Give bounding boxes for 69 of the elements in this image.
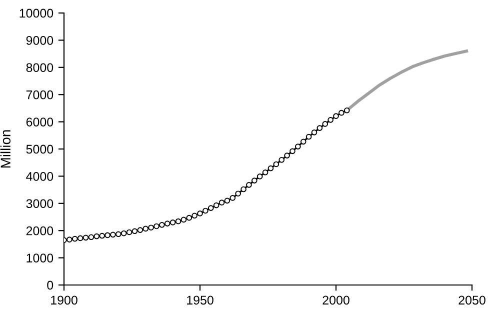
point bbox=[300, 138, 306, 145]
point bbox=[278, 156, 285, 163]
y-tick-label: 5000 bbox=[26, 144, 54, 154]
point bbox=[180, 216, 187, 223]
point bbox=[273, 161, 280, 168]
point bbox=[94, 233, 100, 240]
point bbox=[284, 152, 290, 158]
point bbox=[268, 165, 274, 172]
y-tick-label: 2000 bbox=[26, 226, 54, 236]
point bbox=[251, 178, 258, 184]
x-tick-label: 2000 bbox=[322, 296, 350, 305]
point bbox=[311, 129, 318, 136]
point bbox=[192, 212, 198, 219]
point bbox=[316, 125, 323, 131]
point bbox=[148, 224, 154, 231]
point bbox=[82, 234, 89, 241]
y-tick-label: 0 bbox=[47, 280, 54, 290]
point bbox=[115, 231, 122, 238]
point bbox=[175, 218, 182, 224]
point bbox=[338, 110, 344, 116]
point bbox=[235, 190, 241, 197]
point bbox=[170, 220, 176, 226]
point bbox=[230, 195, 236, 201]
x-tick-label: 2050 bbox=[458, 296, 486, 305]
point bbox=[142, 226, 149, 232]
point bbox=[77, 235, 84, 242]
y-tick-label: 10000 bbox=[20, 8, 54, 18]
x-tick-label: 1950 bbox=[187, 296, 214, 305]
point bbox=[137, 227, 144, 233]
point bbox=[262, 169, 268, 176]
point bbox=[290, 148, 296, 154]
point bbox=[218, 200, 225, 206]
point bbox=[306, 134, 312, 140]
line-series bbox=[345, 50, 468, 112]
point bbox=[110, 232, 116, 238]
point bbox=[120, 230, 127, 236]
point bbox=[104, 232, 110, 238]
point bbox=[213, 202, 220, 208]
point bbox=[159, 222, 165, 228]
y-tick-label: 6000 bbox=[26, 118, 54, 126]
y-tick-label: 9000 bbox=[26, 36, 54, 45]
point bbox=[328, 116, 334, 123]
point bbox=[197, 210, 203, 216]
point bbox=[224, 198, 230, 204]
y-tick-label: 4000 bbox=[26, 172, 54, 181]
point bbox=[322, 121, 328, 127]
point bbox=[88, 234, 94, 240]
y-tick-label: 8000 bbox=[26, 63, 54, 72]
point bbox=[246, 182, 252, 188]
point bbox=[72, 236, 78, 242]
point bbox=[202, 208, 208, 214]
point bbox=[256, 174, 263, 180]
y-axis-title: Million bbox=[0, 130, 11, 168]
point bbox=[126, 229, 132, 236]
point bbox=[240, 186, 246, 192]
point bbox=[164, 220, 170, 226]
point bbox=[66, 236, 72, 242]
y-tick-label: 7000 bbox=[26, 90, 54, 100]
point bbox=[295, 144, 301, 150]
point bbox=[344, 107, 350, 114]
x-tick-label: 1900 bbox=[51, 296, 78, 305]
point bbox=[99, 232, 105, 239]
point bbox=[186, 214, 192, 221]
point bbox=[132, 228, 138, 234]
point bbox=[333, 113, 339, 120]
y-tick-label: 1000 bbox=[26, 254, 54, 262]
point bbox=[208, 205, 214, 211]
y-tick-label: 3000 bbox=[26, 199, 54, 208]
point bbox=[154, 223, 160, 230]
